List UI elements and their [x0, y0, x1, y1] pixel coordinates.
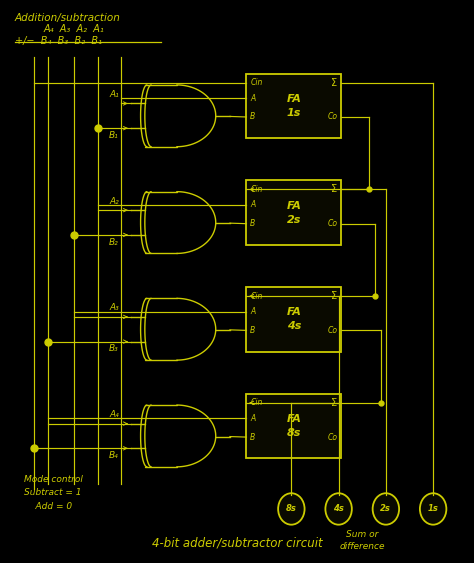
Text: Addition/subtraction: Addition/subtraction: [15, 13, 121, 23]
Text: A: A: [250, 94, 255, 102]
Text: 2s: 2s: [381, 504, 392, 513]
Text: A: A: [250, 307, 255, 316]
Text: Cin: Cin: [250, 78, 263, 87]
Text: Co: Co: [327, 219, 337, 228]
Text: A: A: [250, 200, 255, 209]
Text: Co: Co: [327, 432, 337, 441]
Text: B₁: B₁: [109, 131, 119, 140]
Text: A₁: A₁: [109, 90, 119, 99]
Circle shape: [420, 493, 447, 525]
Text: A₄: A₄: [109, 410, 119, 419]
Circle shape: [373, 493, 399, 525]
Text: Cin: Cin: [250, 292, 263, 301]
Text: Sum or
difference: Sum or difference: [339, 530, 385, 551]
Text: FA
2s: FA 2s: [286, 200, 301, 225]
Text: Cin: Cin: [250, 185, 263, 194]
Circle shape: [325, 493, 352, 525]
Text: Co: Co: [327, 326, 337, 335]
Text: Σ: Σ: [331, 291, 337, 301]
Bar: [246, 180, 341, 245]
Circle shape: [278, 493, 305, 525]
Text: B: B: [250, 219, 255, 228]
Text: 4-bit adder/subtractor circuit: 4-bit adder/subtractor circuit: [152, 537, 322, 550]
Text: Σ: Σ: [331, 185, 337, 194]
Text: A₃: A₃: [109, 303, 119, 312]
Bar: [246, 74, 341, 138]
Text: FA
1s: FA 1s: [286, 94, 301, 118]
Bar: [246, 394, 341, 458]
Text: +/−  B₄  B₃  B₂  B₁: +/− B₄ B₃ B₂ B₁: [15, 36, 102, 46]
Text: B: B: [250, 113, 255, 122]
Text: A₂: A₂: [109, 196, 119, 205]
Text: B₂: B₂: [109, 238, 119, 247]
Text: Σ: Σ: [331, 398, 337, 408]
Text: Cin: Cin: [250, 399, 263, 408]
Text: B₄: B₄: [109, 451, 119, 460]
Text: A: A: [250, 414, 255, 423]
Text: FA
4s: FA 4s: [286, 307, 301, 332]
Text: B₃: B₃: [109, 345, 119, 354]
Text: B: B: [250, 326, 255, 335]
Text: 8s: 8s: [286, 504, 297, 513]
Bar: [246, 287, 341, 352]
Text: Mode control
Subtract = 1
    Add = 0: Mode control Subtract = 1 Add = 0: [24, 475, 83, 511]
Text: 4s: 4s: [333, 504, 344, 513]
Text: 1s: 1s: [428, 504, 438, 513]
Text: Co: Co: [327, 113, 337, 122]
Text: A₄  A₃  A₂  A₁: A₄ A₃ A₂ A₁: [43, 24, 104, 34]
Text: Σ: Σ: [331, 78, 337, 88]
Text: B: B: [250, 432, 255, 441]
Text: FA
8s: FA 8s: [286, 414, 301, 438]
